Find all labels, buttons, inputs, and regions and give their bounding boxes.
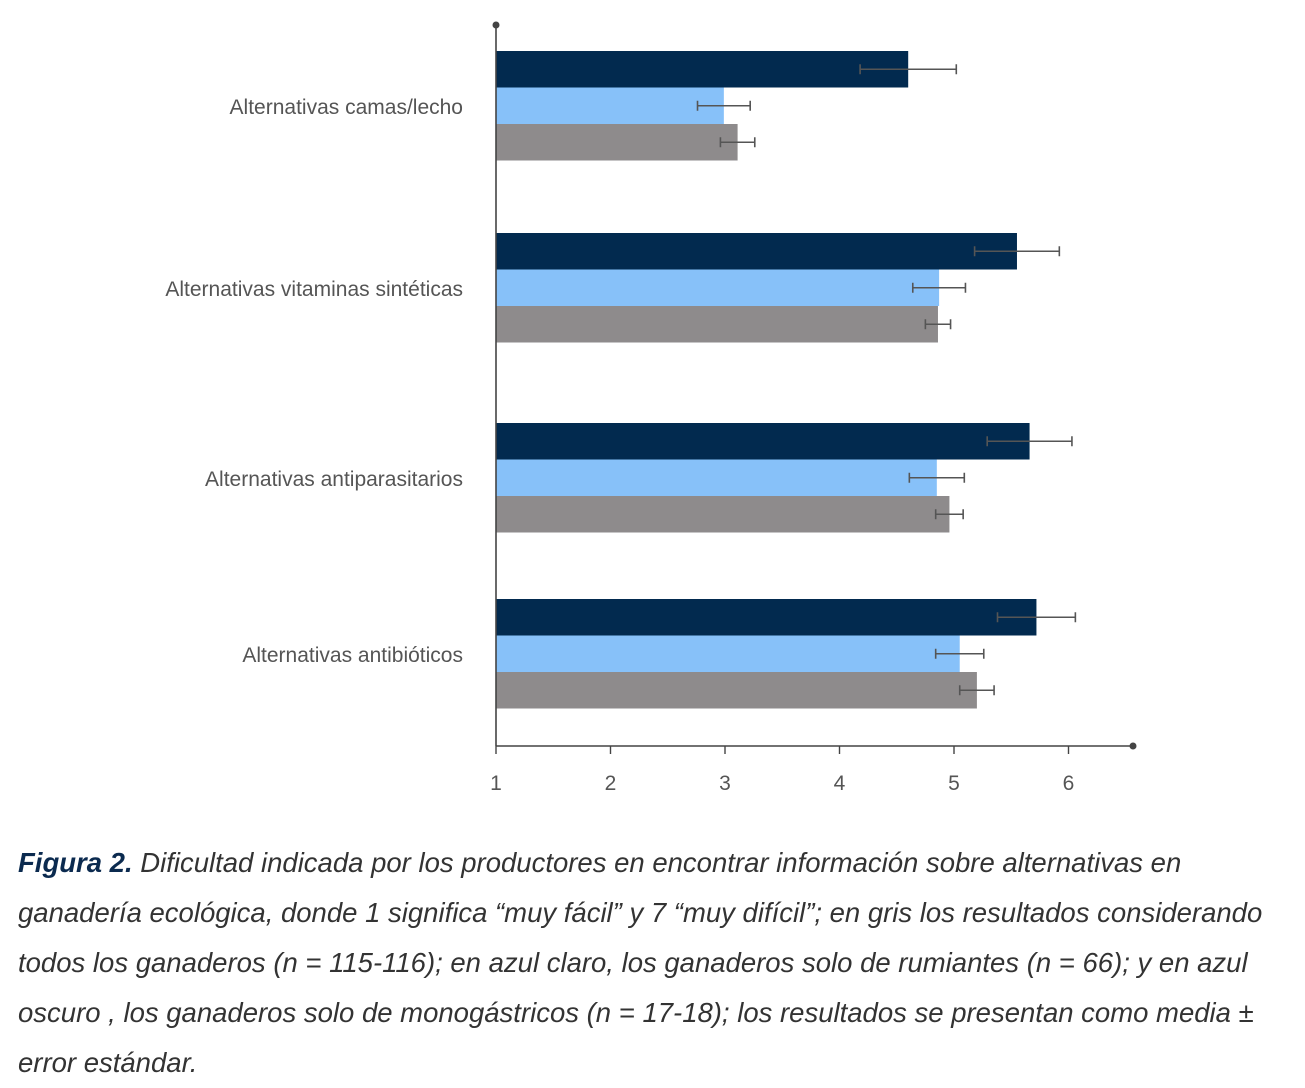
- error-bar-3-1: [986, 436, 1073, 447]
- error-bar-4-3: [958, 685, 995, 696]
- bar-1-1: [496, 51, 909, 88]
- x-axis-end-dot: [1129, 742, 1137, 750]
- labels-layer: Alternativas camas/lecho Alternativas vit…: [165, 96, 1074, 795]
- figure-label: Figura 2.: [18, 847, 133, 878]
- bar-1-3: [496, 124, 738, 161]
- error-bar-2-2: [911, 282, 967, 293]
- bar-chart: Alternativas camas/lecho Alternativas vit…: [165, 21, 1137, 795]
- error-bar-3-3: [934, 509, 964, 520]
- bar-2-2: [496, 269, 940, 306]
- error-bar-4-2: [934, 648, 985, 659]
- error-bar-1-3: [719, 137, 756, 148]
- bar-2-3: [496, 306, 938, 343]
- bar-3-2: [496, 459, 937, 496]
- bar-3-1: [496, 423, 1030, 460]
- x-tick-label: 3: [719, 772, 731, 795]
- error-bar-1-1: [859, 64, 958, 75]
- category-label: Alternativas vitaminas sintéticas: [165, 278, 463, 301]
- error-bar-1-2: [696, 100, 751, 111]
- bar-4-3: [496, 672, 977, 709]
- category-label: Alternativas camas/lecho: [230, 96, 463, 119]
- x-tick-label: 6: [1063, 772, 1075, 795]
- x-tick-label: 1: [490, 772, 502, 795]
- bar-4-2: [496, 635, 960, 672]
- error-bar-2-1: [973, 246, 1061, 257]
- x-tick-label: 2: [605, 772, 617, 795]
- y-axis-end-dot: [492, 21, 500, 29]
- bar-2-1: [496, 233, 1017, 270]
- bar-4-1: [496, 599, 1037, 636]
- figure-caption: Figura 2. Dificultad indicada por los pr…: [18, 838, 1298, 1088]
- category-label: Alternativas antibióticos: [242, 644, 463, 667]
- error-bar-3-2: [908, 472, 966, 483]
- error-bar-4-1: [996, 612, 1077, 623]
- bar-3-3: [496, 496, 950, 533]
- bar-1-2: [496, 87, 724, 124]
- x-tick-label: 5: [948, 772, 960, 795]
- bars-layer: [496, 51, 1077, 709]
- x-tick-label: 4: [834, 772, 846, 795]
- axes-layer: [492, 21, 1137, 754]
- category-label: Alternativas antiparasitarios: [205, 468, 463, 491]
- error-bar-2-3: [924, 319, 952, 330]
- caption-text: Dificultad indicada por los productores …: [18, 847, 1263, 1078]
